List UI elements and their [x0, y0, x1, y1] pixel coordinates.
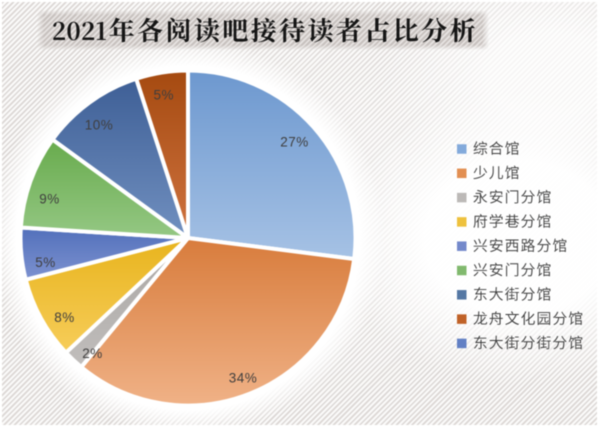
svg-text:10%: 10%	[85, 117, 114, 132]
svg-text:34%: 34%	[229, 370, 258, 385]
svg-text:9%: 9%	[39, 191, 60, 206]
svg-text:27%: 27%	[280, 134, 309, 149]
svg-text:8%: 8%	[54, 310, 75, 325]
svg-text:5%: 5%	[154, 87, 175, 102]
svg-text:5%: 5%	[35, 255, 56, 270]
svg-text:2%: 2%	[82, 346, 103, 361]
